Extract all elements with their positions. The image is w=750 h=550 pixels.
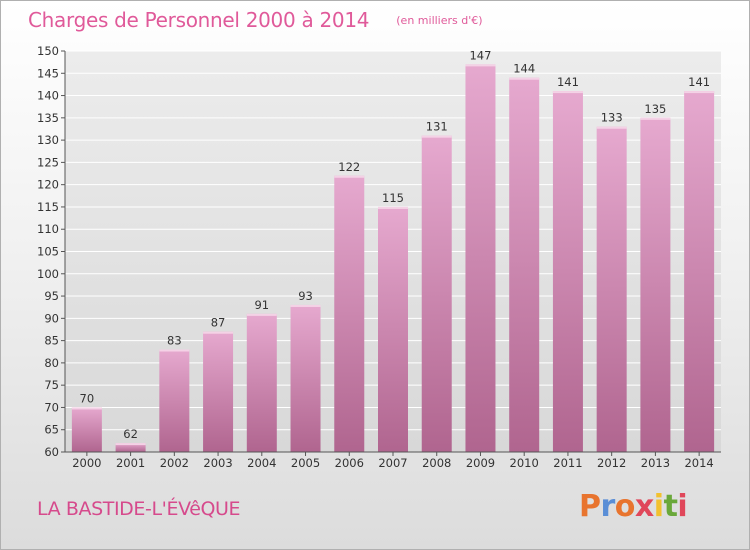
x-tick-label-2001: 2001 [116,456,145,470]
bar-2005 [290,304,321,452]
bar-2014 [684,91,715,452]
data-labels: 70 62 83 87 91 93 122 115 131 147 144 141 133 135 141 [80,48,711,441]
bar-highlight-2013 [640,117,671,120]
y-tick-label: 135 [37,111,59,125]
bars [71,64,715,452]
bar-2013 [640,117,671,452]
y-tick-label: 90 [44,311,59,325]
logo-letter: r [600,489,616,524]
bar-2003 [203,331,234,452]
bar-highlight-2008 [421,135,452,138]
y-tick-label: 110 [37,222,59,236]
chart-title: Charges de Personnel 2000 à 2014 [28,8,370,32]
logo-letter: i [677,489,688,524]
data-label-2000: 70 [80,391,95,405]
x-tick-label-2004: 2004 [247,456,276,470]
data-label-2008: 131 [426,120,448,134]
bar-highlight-2003 [203,331,234,334]
x-tick-label-2009: 2009 [466,456,495,470]
bar-2000 [71,407,102,452]
y-tick-label: 120 [37,178,59,192]
x-tick-label-2007: 2007 [378,456,407,470]
bar-highlight-2007 [378,206,408,209]
data-label-2005: 93 [298,289,313,303]
y-tick-label: 115 [37,200,59,214]
bar-2004 [246,313,277,452]
y-tick-label: 75 [44,378,59,392]
bar-2012 [596,126,627,452]
chart-subtitle: (en milliers d'€) [396,14,483,27]
bar-2006 [334,175,365,452]
proxiti-logo[interactable]: Proxiti [579,489,688,524]
bar-2010 [509,77,540,452]
bar-highlight-2000 [71,407,102,410]
chart-title-row: Charges de Personnel 2000 à 2014 (en mil… [28,8,483,32]
bar-highlight-2014 [684,91,715,94]
data-label-2006: 122 [338,160,360,174]
bar-2001 [115,443,146,452]
data-label-2001: 62 [123,427,138,441]
x-tick-label-2003: 2003 [203,456,232,470]
x-axis: 2000 2001 2002 2003 2004 2005 2006 2007 2008 2009… [65,451,721,470]
logo-letter: i [653,489,664,524]
y-tick-label: 140 [37,89,59,103]
y-tick-label: 150 [37,44,59,58]
data-label-2002: 83 [167,334,182,348]
logo-letter: x [634,489,654,524]
data-label-2004: 91 [254,298,269,312]
data-label-2011: 141 [557,75,579,89]
x-tick-label-2014: 2014 [684,456,713,470]
data-label-2013: 135 [644,102,666,116]
bar-highlight-2004 [246,313,277,316]
bar-highlight-2005 [290,304,321,307]
data-label-2009: 147 [469,48,491,62]
bar-2011 [552,91,583,452]
bar-2008 [421,135,452,452]
y-tick-label: 130 [37,133,59,147]
y-axis: 60 65 70 75 80 85 90 95 100 105 110 115 120 125 130 135… [37,44,66,459]
bar-2002 [159,349,190,452]
logo-letter: P [579,489,601,524]
y-tick-label: 125 [37,155,59,169]
x-tick-label-2005: 2005 [291,456,320,470]
y-tick-label: 70 [44,400,59,414]
y-tick-label: 60 [44,445,59,459]
x-tick-label-2006: 2006 [335,456,364,470]
y-tick-label: 145 [37,66,59,80]
y-tick-label: 95 [44,289,59,303]
x-tick-label-2012: 2012 [597,456,626,470]
bar-highlight-2010 [509,77,540,80]
y-tick-label: 80 [44,356,59,370]
x-tick-label-2000: 2000 [72,456,101,470]
x-tick-label-2011: 2011 [553,456,582,470]
y-tick-label: 65 [44,423,59,437]
data-label-2007: 115 [382,191,404,205]
x-tick-label-2013: 2013 [641,456,670,470]
data-label-2012: 133 [601,111,623,125]
y-tick-label: 105 [37,245,59,259]
bar-highlight-2002 [159,349,190,352]
x-tick-label-2008: 2008 [422,456,451,470]
y-tick-label: 100 [37,267,59,281]
bar-2007 [378,206,408,452]
logo-letter: o [614,489,636,524]
data-label-2003: 87 [211,316,226,330]
bar-2009 [465,64,496,452]
y-tick-label: 85 [44,334,59,348]
bar-highlight-2009 [465,64,496,67]
bar-highlight-2006 [334,175,365,178]
bar-highlight-2001 [115,443,146,446]
bar-highlight-2012 [596,126,627,129]
x-tick-label-2002: 2002 [160,456,189,470]
data-label-2010: 144 [513,62,535,76]
data-label-2014: 141 [688,75,710,89]
x-tick-label-2010: 2010 [510,456,539,470]
logo-letter: t [663,489,678,524]
bar-highlight-2011 [552,91,583,94]
commune-name: LA BASTIDE-L'ÉVêQUE [37,498,241,520]
